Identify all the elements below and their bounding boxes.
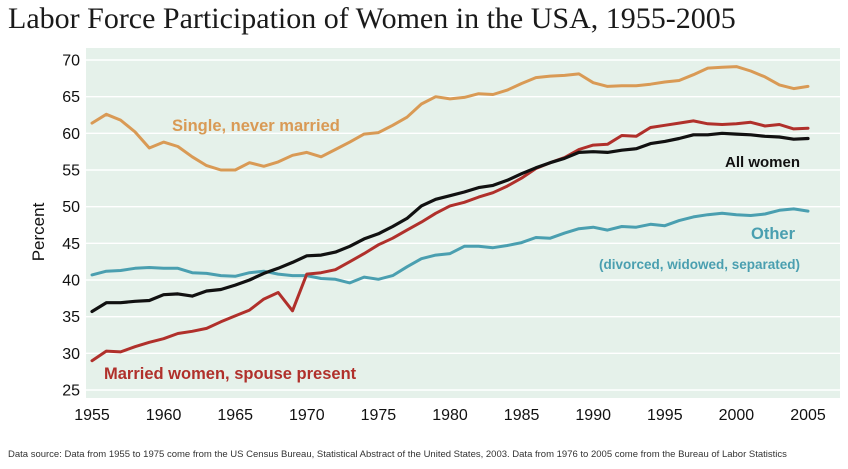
annotation-married: Married women, spouse present bbox=[104, 365, 357, 383]
annotation-all: All women bbox=[725, 154, 800, 171]
y-tick-label: 40 bbox=[62, 273, 80, 290]
y-tick-label: 60 bbox=[62, 126, 80, 143]
chart-title: Labor Force Participation of Women in th… bbox=[8, 2, 736, 35]
y-tick-label: 45 bbox=[62, 236, 80, 253]
x-tick-label: 1970 bbox=[289, 407, 325, 424]
x-tick-label: 1985 bbox=[504, 407, 540, 424]
series-line-all bbox=[90, 131, 810, 314]
series-line-married bbox=[90, 119, 810, 363]
annotation-other: Other bbox=[751, 225, 796, 243]
series-annotations: Single, never married All women Other (divo… bbox=[104, 117, 800, 383]
y-tick-label: 55 bbox=[62, 163, 80, 180]
y-tick-label: 25 bbox=[62, 383, 80, 400]
x-tick-label: 2000 bbox=[719, 407, 755, 424]
x-tick-label: 1990 bbox=[575, 407, 611, 424]
series-line-single bbox=[90, 65, 810, 172]
y-tick-label: 50 bbox=[62, 199, 80, 216]
y-tick-labels: 25 30 35 40 45 50 55 60 65 70 bbox=[62, 53, 80, 400]
y-tick-label: 35 bbox=[62, 309, 80, 326]
x-tick-label: 2005 bbox=[790, 407, 826, 424]
source-note: Data source: Data from 1955 to 1975 come… bbox=[8, 449, 787, 460]
x-tick-label: 1955 bbox=[74, 407, 110, 424]
annotation-single: Single, never married bbox=[172, 117, 340, 135]
x-tick-label: 1995 bbox=[647, 407, 683, 424]
plot-area bbox=[86, 48, 840, 398]
gridlines bbox=[86, 59, 840, 391]
x-tick-labels: 1955 1960 1965 1970 1975 1980 1985 1990 1995 2000… bbox=[74, 407, 826, 424]
y-tick-label: 70 bbox=[62, 53, 80, 70]
x-tick-label: 1980 bbox=[432, 407, 468, 424]
series-line-other bbox=[90, 207, 810, 285]
annotation-other-sub: (divorced, widowed, separated) bbox=[599, 257, 800, 272]
y-tick-label: 30 bbox=[62, 346, 80, 363]
series-lines bbox=[90, 65, 810, 363]
x-tick-label: 1960 bbox=[146, 407, 182, 424]
y-axis-label: Percent bbox=[29, 202, 48, 261]
y-tick-label: 65 bbox=[62, 89, 80, 106]
x-tick-label: 1965 bbox=[217, 407, 253, 424]
x-tick-label: 1975 bbox=[361, 407, 397, 424]
